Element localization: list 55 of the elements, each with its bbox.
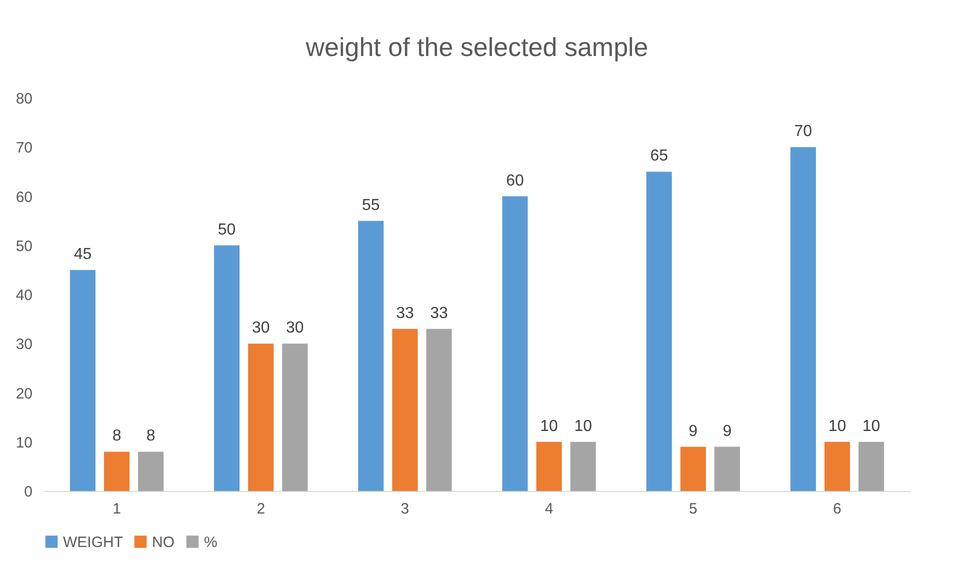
data-label: 10 <box>540 418 558 435</box>
y-tick-label: 30 <box>16 336 32 354</box>
data-label: 10 <box>574 418 592 435</box>
x-tick-label: 1 <box>112 500 121 518</box>
x-tick-label: 2 <box>256 500 266 518</box>
bar <box>248 344 274 491</box>
y-tick-label: 60 <box>16 188 32 206</box>
y-tick-label: 40 <box>16 287 32 304</box>
y-tick-label: 10 <box>16 434 32 452</box>
data-label: 8 <box>112 428 122 445</box>
bar <box>680 446 706 491</box>
bar <box>858 442 884 491</box>
data-label: 9 <box>688 422 698 440</box>
x-tick-label: 3 <box>400 500 410 518</box>
data-label: 70 <box>794 123 812 140</box>
data-label: 8 <box>146 428 156 445</box>
legend-label: WEIGHT <box>63 534 123 551</box>
bar <box>502 196 528 491</box>
legend-label: NO <box>152 534 174 551</box>
bar <box>138 452 164 491</box>
y-tick-label: 0 <box>24 484 32 500</box>
bar <box>824 442 850 491</box>
data-label: 50 <box>218 221 236 238</box>
data-label: 30 <box>252 320 270 337</box>
x-tick-label: 5 <box>688 500 698 518</box>
data-label: 33 <box>396 304 414 322</box>
data-label: 65 <box>650 148 668 165</box>
bar <box>392 328 418 491</box>
bar <box>426 328 452 491</box>
bar <box>570 442 596 491</box>
data-label: 45 <box>74 246 92 263</box>
bar <box>358 220 384 491</box>
bar <box>714 446 740 491</box>
bar <box>646 172 672 491</box>
data-label: 10 <box>828 418 846 435</box>
data-label: 33 <box>430 304 448 322</box>
bar <box>282 344 308 491</box>
legend-label: % <box>204 534 218 551</box>
y-tick-label: 80 <box>16 90 32 108</box>
data-label: 55 <box>362 196 380 214</box>
bar <box>790 147 816 491</box>
x-tick-label: 6 <box>833 500 842 518</box>
y-tick-label: 20 <box>16 385 32 402</box>
bar <box>536 442 562 491</box>
data-label: 9 <box>722 422 732 440</box>
y-tick-label: 70 <box>16 140 32 157</box>
bar <box>104 452 130 491</box>
bar <box>214 245 240 491</box>
chart-title: weight of the selected sample <box>304 32 648 62</box>
y-tick-label: 50 <box>16 238 32 255</box>
x-tick-label: 4 <box>544 500 554 518</box>
data-label: 10 <box>862 418 880 435</box>
data-label: 60 <box>506 172 524 190</box>
data-label: 30 <box>286 320 304 337</box>
bar <box>70 270 96 491</box>
